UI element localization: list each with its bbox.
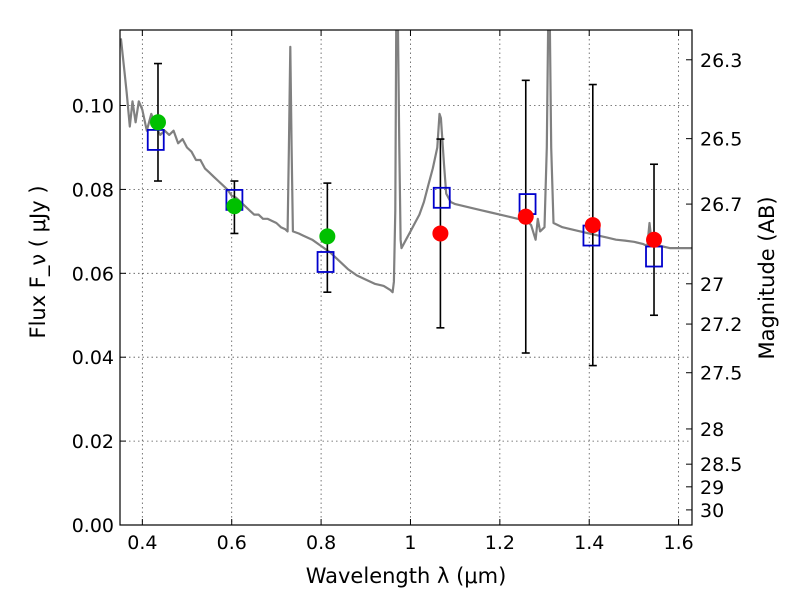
y-right-tick-label: 29 bbox=[700, 477, 724, 499]
y-right-tick-label: 27 bbox=[700, 274, 724, 296]
x-tick-label: 1.6 bbox=[663, 532, 693, 554]
spectrum-line bbox=[120, 30, 692, 294]
y-right-tick-label: 30 bbox=[700, 500, 724, 522]
y-right-tick-label: 27.2 bbox=[700, 314, 742, 336]
y-right-tick-label: 26.3 bbox=[700, 50, 742, 72]
grid bbox=[120, 30, 692, 526]
y-tick-label: 0.06 bbox=[72, 263, 114, 285]
y-tick-label: 0.08 bbox=[72, 179, 114, 201]
y-axis-right-label: Magnitude (AB) bbox=[755, 196, 779, 359]
green-data-point bbox=[319, 228, 336, 245]
y-right-tick-label: 26.7 bbox=[700, 194, 742, 216]
model-square bbox=[316, 251, 335, 273]
x-tick-label: 0.6 bbox=[217, 532, 247, 554]
x-tick-label: 0.8 bbox=[306, 532, 336, 554]
y-right-tick-label: 26.5 bbox=[700, 129, 742, 151]
y-right-tick-label: 28 bbox=[700, 419, 724, 441]
x-tick-label: 0.4 bbox=[127, 532, 157, 554]
plot-frame bbox=[119, 29, 693, 526]
y-tick-label: 0.02 bbox=[72, 431, 114, 453]
axis-ticks: 0.4 0.6 0.8 1 1.2 1.4 1.6 0.00 0.02 0.04 0.06 0.08 0… bbox=[72, 30, 742, 554]
x-tick-label: 1 bbox=[404, 532, 416, 554]
red-data-point bbox=[432, 225, 449, 242]
x-axis-label: Wavelength λ (μm) bbox=[306, 564, 507, 588]
y-tick-label: 0.00 bbox=[72, 515, 114, 537]
plot-area bbox=[120, 30, 692, 367]
green-data-point bbox=[149, 114, 166, 131]
y-right-tick-label: 27.5 bbox=[700, 363, 742, 385]
red-data-point bbox=[646, 231, 663, 248]
x-tick-label: 1.2 bbox=[485, 532, 515, 554]
green-data-point bbox=[226, 198, 243, 215]
red-data-point bbox=[584, 217, 601, 234]
model-square bbox=[432, 186, 451, 209]
x-tick-label: 1.4 bbox=[574, 532, 604, 554]
y-right-tick-label: 28.5 bbox=[700, 454, 742, 476]
y-tick-label: 0.10 bbox=[72, 96, 114, 118]
red-data-point bbox=[517, 208, 534, 225]
y-axis-label: Flux F_ν ( μJy ) bbox=[26, 185, 51, 338]
y-tick-label: 0.04 bbox=[72, 347, 114, 369]
